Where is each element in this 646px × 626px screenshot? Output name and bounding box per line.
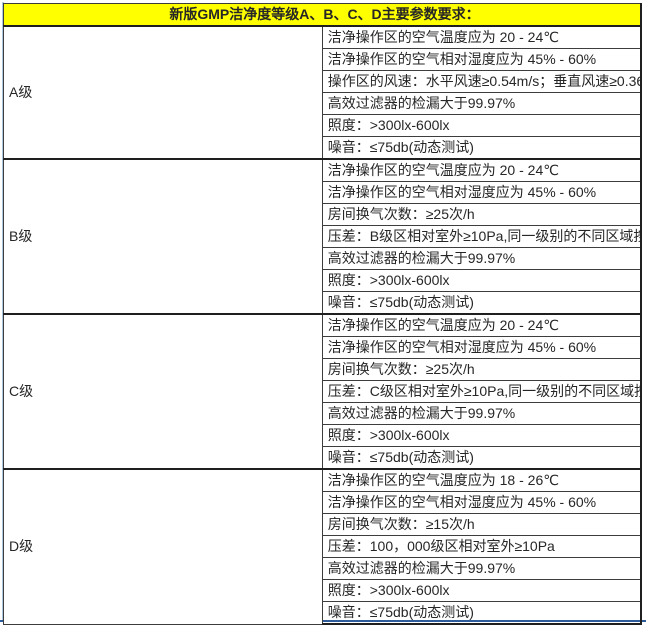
param-row: D级 洁净操作区的空气温度应为 18 - 26℃ [3,468,642,625]
param-row: 照度：>300lx-600lx [4,269,642,292]
param-cell: 操作区的风速：水平风速≥0.54m/s；垂直风速≥0.36m/s [321,70,642,93]
param-row: 压差：B级区相对室外≥10Pa,同一级别的不同区域按气流流向应保持一 [4,225,642,248]
param-cell: 照度：>300lx-600lx [321,579,642,602]
param-row: 压差：C级区相对室外≥10Pa,同一级别的不同区域按气流流向应保持一 [4,380,642,403]
param-cell: 压差：100，000级区相对室外≥10Pa [321,535,642,558]
param-row: 照度：>300lx-600lx [4,579,642,602]
table-title: 新版GMP洁净度等级A、B、C、D主要参数要求： [3,3,642,27]
param-cell: 洁净操作区的空气相对湿度应为 45% - 60% [321,336,642,359]
param-row: 噪音：≤75db(动态测试) [4,446,642,470]
param-row: 高效过滤器的检漏大于99.97% [4,92,642,115]
param-row: 压差：100，000级区相对室外≥10Pa [4,535,642,558]
param-row: B级 洁净操作区的空气温度应为 20 - 24℃ [3,158,642,315]
param-row: 房间换气次数：≥15次/h [4,513,642,536]
param-row: 房间换气次数：≥25次/h [4,358,642,381]
param-row: C级 洁净操作区的空气温度应为 20 - 24℃ [3,313,642,470]
table-header-row: 新版GMP洁净度等级A、B、C、D主要参数要求： [3,3,642,27]
param-cell: 高效过滤器的检漏大于99.97% [321,92,642,115]
param-row: 洁净操作区的空气相对湿度应为 45% - 60% [4,48,642,71]
param-cell: 洁净操作区的空气温度应为 20 - 24℃ [321,25,642,49]
param-cell: 噪音：≤75db(动态测试) [321,291,642,315]
param-cell: 房间换气次数：≥25次/h [321,358,642,381]
param-cell: 照度：>300lx-600lx [321,424,642,447]
param-cell: 照度：>300lx-600lx [321,114,642,137]
param-cell: 噪音：≤75db(动态测试) [321,136,642,160]
param-cell: 高效过滤器的检漏大于99.97% [321,247,642,270]
param-cell: 噪音：≤75db(动态测试) [321,601,642,625]
param-row: A级 洁净操作区的空气温度应为 20 - 24℃ [3,25,642,160]
param-row: 噪音：≤75db(动态测试) [4,601,642,625]
param-cell: 高效过滤器的检漏大于99.97% [321,557,642,580]
param-cell: 照度：>300lx-600lx [321,269,642,292]
param-cell: 洁净操作区的空气温度应为 20 - 24℃ [321,313,642,337]
param-cell: 洁净操作区的空气温度应为 18 - 26℃ [321,468,642,492]
grade-label: B级 [3,158,323,315]
param-cell: 高效过滤器的检漏大于99.97% [321,402,642,425]
param-row: 洁净操作区的空气相对湿度应为 45% - 60% [4,336,642,359]
param-cell: 房间换气次数：≥25次/h [321,203,642,226]
param-cell: 洁净操作区的空气温度应为 20 - 24℃ [321,158,642,182]
param-cell: 房间换气次数：≥15次/h [321,513,642,536]
param-cell: 噪音：≤75db(动态测试) [321,446,642,470]
param-cell: 压差：B级区相对室外≥10Pa,同一级别的不同区域按气流流向应保持一 [321,225,642,248]
param-row: 照度：>300lx-600lx [4,114,642,137]
page-left-edge-line [2,2,4,620]
grade-label: D级 [3,468,323,625]
param-cell: 压差：C级区相对室外≥10Pa,同一级别的不同区域按气流流向应保持一 [321,380,642,403]
param-cell: 洁净操作区的空气相对湿度应为 45% - 60% [321,48,642,71]
param-row: 高效过滤器的检漏大于99.97% [4,402,642,425]
gmp-table-body: 新版GMP洁净度等级A、B、C、D主要参数要求： A级 洁净操作区的空气温度应为 … [3,3,642,625]
param-row: 洁净操作区的空气相对湿度应为 45% - 60% [4,491,642,514]
grade-label: A级 [3,25,323,160]
param-cell: 洁净操作区的空气相对湿度应为 45% - 60% [321,491,642,514]
gmp-parameters-table: 新版GMP洁净度等级A、B、C、D主要参数要求： A级 洁净操作区的空气温度应为 … [3,3,642,625]
grade-label: C级 [3,313,323,470]
param-cell: 洁净操作区的空气相对湿度应为 45% - 60% [321,181,642,204]
param-row: 照度：>300lx-600lx [4,424,642,447]
